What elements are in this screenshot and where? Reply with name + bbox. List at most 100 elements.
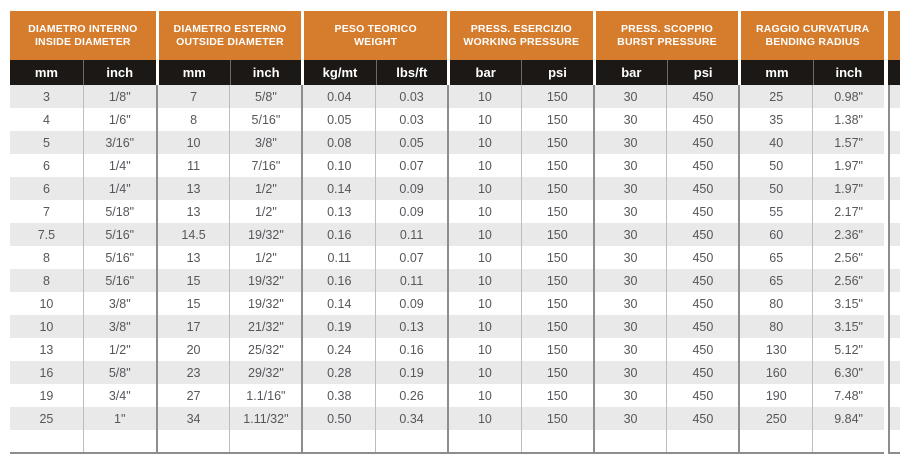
table-cell: 34: [186, 411, 201, 426]
header-line-it: PRESS. ESERCIZIO: [470, 23, 572, 35]
unit-group: kg/mt lbs/ft: [304, 60, 447, 85]
table-cell: 450: [666, 200, 738, 223]
table-cell: 10: [477, 204, 492, 219]
table-cell: 30: [623, 204, 638, 219]
table-cell: 10: [477, 342, 492, 357]
table-cell: 20: [186, 342, 201, 357]
table-cell: 7: [42, 204, 50, 219]
row-group: 0.14 0.09: [301, 292, 447, 315]
header-line-it: RAGGIO CURVATURA: [755, 23, 870, 35]
row-group: 27 1.1/16": [155, 384, 302, 407]
table-cell: 150: [520, 384, 593, 407]
row-group: 25 1": [10, 407, 156, 430]
row-group: 80 3.15": [738, 315, 884, 338]
table-cell: 0.16: [327, 227, 352, 242]
row-group: 0.13 0.09: [301, 200, 447, 223]
header-line-en: WEIGHT: [354, 35, 398, 48]
table-cell: 29/32": [229, 361, 301, 384]
row-group: 25 0.98": [738, 85, 884, 108]
table-row: 19 3/4" 27 1.1/16" 0.38 0.26 10 150 30 450 190 7.48…: [10, 384, 884, 407]
row-group: 190 7.48": [738, 384, 884, 407]
unit-cell: lbs/ft: [375, 60, 447, 85]
table-cell: 10: [186, 135, 201, 150]
table-cell: 450: [666, 154, 738, 177]
row-group: 30 450: [592, 384, 739, 407]
table-cell: 150: [520, 108, 593, 131]
unit-cell: mm: [34, 65, 58, 80]
table-cell: 450: [666, 223, 738, 246]
table-cell: 14.5: [181, 227, 206, 242]
row-group: 7 5/18": [10, 200, 156, 223]
table-bottom-border: [10, 452, 884, 454]
table-cell: 13: [186, 250, 201, 265]
table-cell: 1/2": [229, 246, 301, 269]
cutoff-unit-header: [888, 60, 900, 85]
header-group-weight: PESO TEORICO WEIGHT: [304, 11, 447, 60]
table-cell: 0.11: [327, 250, 351, 265]
row-group: 10 150: [447, 361, 593, 384]
table-cell: 10: [477, 135, 492, 150]
row-group: 6 1/4": [10, 177, 156, 200]
cutoff-data-area: [888, 85, 900, 452]
unit-cell: psi: [521, 60, 592, 85]
table-cell: 0.03: [375, 108, 447, 131]
table-cell: 150: [520, 361, 593, 384]
header-line-it: PRESS. SCOPPIO: [620, 23, 714, 35]
table-cell: 0.05: [375, 131, 447, 154]
row-group: 30 450: [592, 246, 739, 269]
table-cell: 2.56": [812, 246, 884, 269]
table-body: 3 1/8" 7 5/8" 0.04 0.03 10 150 30 450 25 0.98" 4 1/6"…: [10, 85, 884, 430]
table-cell: 150: [520, 131, 593, 154]
row-group: 10 150: [447, 154, 593, 177]
table-cell: 30: [623, 296, 638, 311]
row-group: 10 150: [447, 223, 593, 246]
table-cell: 1/2": [229, 177, 301, 200]
table-row: 4 1/6" 8 5/16" 0.05 0.03 10 150 30 450 35 1.38": [10, 108, 884, 131]
header-line-en: BENDING RADIUS: [765, 35, 860, 48]
header-line-it: DIAMETRO INTERNO: [28, 23, 138, 35]
table-cell: 0.98": [812, 85, 884, 108]
table-row: 8 5/16" 15 19/32" 0.16 0.11 10 150 30 450 65 2.56": [10, 269, 884, 292]
table-cell: 450: [666, 269, 738, 292]
row-group: 13 1/2": [10, 338, 156, 361]
table-cell: 30: [623, 250, 638, 265]
row-group: 0.04 0.03: [301, 85, 447, 108]
table-cell: 30: [623, 135, 638, 150]
table-row: 6 1/4" 11 7/16" 0.10 0.07 10 150 30 450 50 1.97": [10, 154, 884, 177]
row-group: 0.16 0.11: [301, 223, 447, 246]
table-row: 25 1" 34 1.11/32" 0.50 0.34 10 150 30 450 250 9.84": [10, 407, 884, 430]
row-group: 0.16 0.11: [301, 269, 447, 292]
table-cell: 50: [769, 158, 784, 173]
row-group: 15 19/32": [155, 292, 302, 315]
row-group: 50 1.97": [738, 154, 884, 177]
row-group: 10 150: [447, 85, 593, 108]
table-cell: 150: [520, 223, 593, 246]
table-cell: 10: [477, 89, 492, 104]
table-cell: 0.50: [327, 411, 352, 426]
table-cell: 0.05: [327, 112, 352, 127]
table-cell: 25: [39, 411, 54, 426]
row-group: 30 450: [592, 292, 739, 315]
table-cell: 10: [477, 319, 492, 334]
table-cell: 450: [666, 361, 738, 384]
row-group: 10 150: [447, 292, 593, 315]
table-cell: 30: [623, 388, 638, 403]
row-group: 13 1/2": [155, 246, 302, 269]
row-group: 8 5/16": [10, 246, 156, 269]
table-cell: 11: [187, 158, 201, 173]
table-cell: 0.28: [327, 365, 352, 380]
row-group: 10 150: [447, 108, 593, 131]
unit-cell: inch: [812, 60, 884, 85]
table-cell: 2.36": [812, 223, 884, 246]
header-group-outside-diameter: DIAMETRO ESTERNO OUTSIDE DIAMETER: [158, 11, 302, 60]
table-row: 5 3/16" 10 3/8" 0.08 0.05 10 150 30 450 40 1.57": [10, 131, 884, 154]
table-cell: 150: [520, 85, 593, 108]
row-group: 30 450: [592, 361, 739, 384]
table-cell: 1/4": [82, 154, 156, 177]
unit-header-row: mm inch mm inch kg/mt lbs/ft bar psi bar…: [10, 60, 884, 85]
table-cell: 10: [477, 181, 492, 196]
table-cell: 0.07: [375, 246, 447, 269]
table-row: 10 3/8" 17 21/32" 0.19 0.13 10 150 30 450 80 3.15": [10, 315, 884, 338]
row-group: 10 150: [447, 131, 593, 154]
table-cell: 65: [769, 273, 784, 288]
